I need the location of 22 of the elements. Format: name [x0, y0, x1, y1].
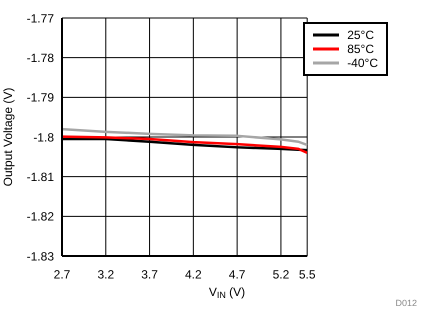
x-tick-label: 5.5: [298, 268, 316, 282]
x-tick-label: 4.2: [185, 268, 202, 282]
y-tick-label: -1.83: [26, 249, 54, 264]
y-axis-title: Output Voltage (V): [1, 88, 15, 186]
x-axis-title: V$_{IN}$ (V): [208, 285, 246, 300]
x-tick-label: 5.2: [272, 268, 290, 282]
y-tick-label: -1.81: [26, 170, 54, 184]
text: D012: [395, 298, 417, 308]
y-tick-label: -1.82: [26, 210, 54, 224]
y-tick-label: -1.78: [26, 50, 54, 65]
y-tick-label: -1.79: [26, 90, 54, 105]
x-tick-label: 3.2: [97, 268, 114, 282]
y-tick-label: -1.8: [33, 130, 54, 144]
x-tick-label: 2.7: [54, 268, 71, 282]
line-series: [62, 135, 308, 154]
line-series: [62, 128, 308, 146]
x-tick-label: 3.7: [141, 268, 158, 282]
x-tick-label: 4.7: [228, 268, 246, 282]
legend-label: 25°C: [347, 28, 374, 42]
legend-label: 85°C: [347, 42, 374, 56]
y-tick-label: -1.77: [26, 11, 54, 26]
legend-label: -40°C: [347, 56, 378, 70]
